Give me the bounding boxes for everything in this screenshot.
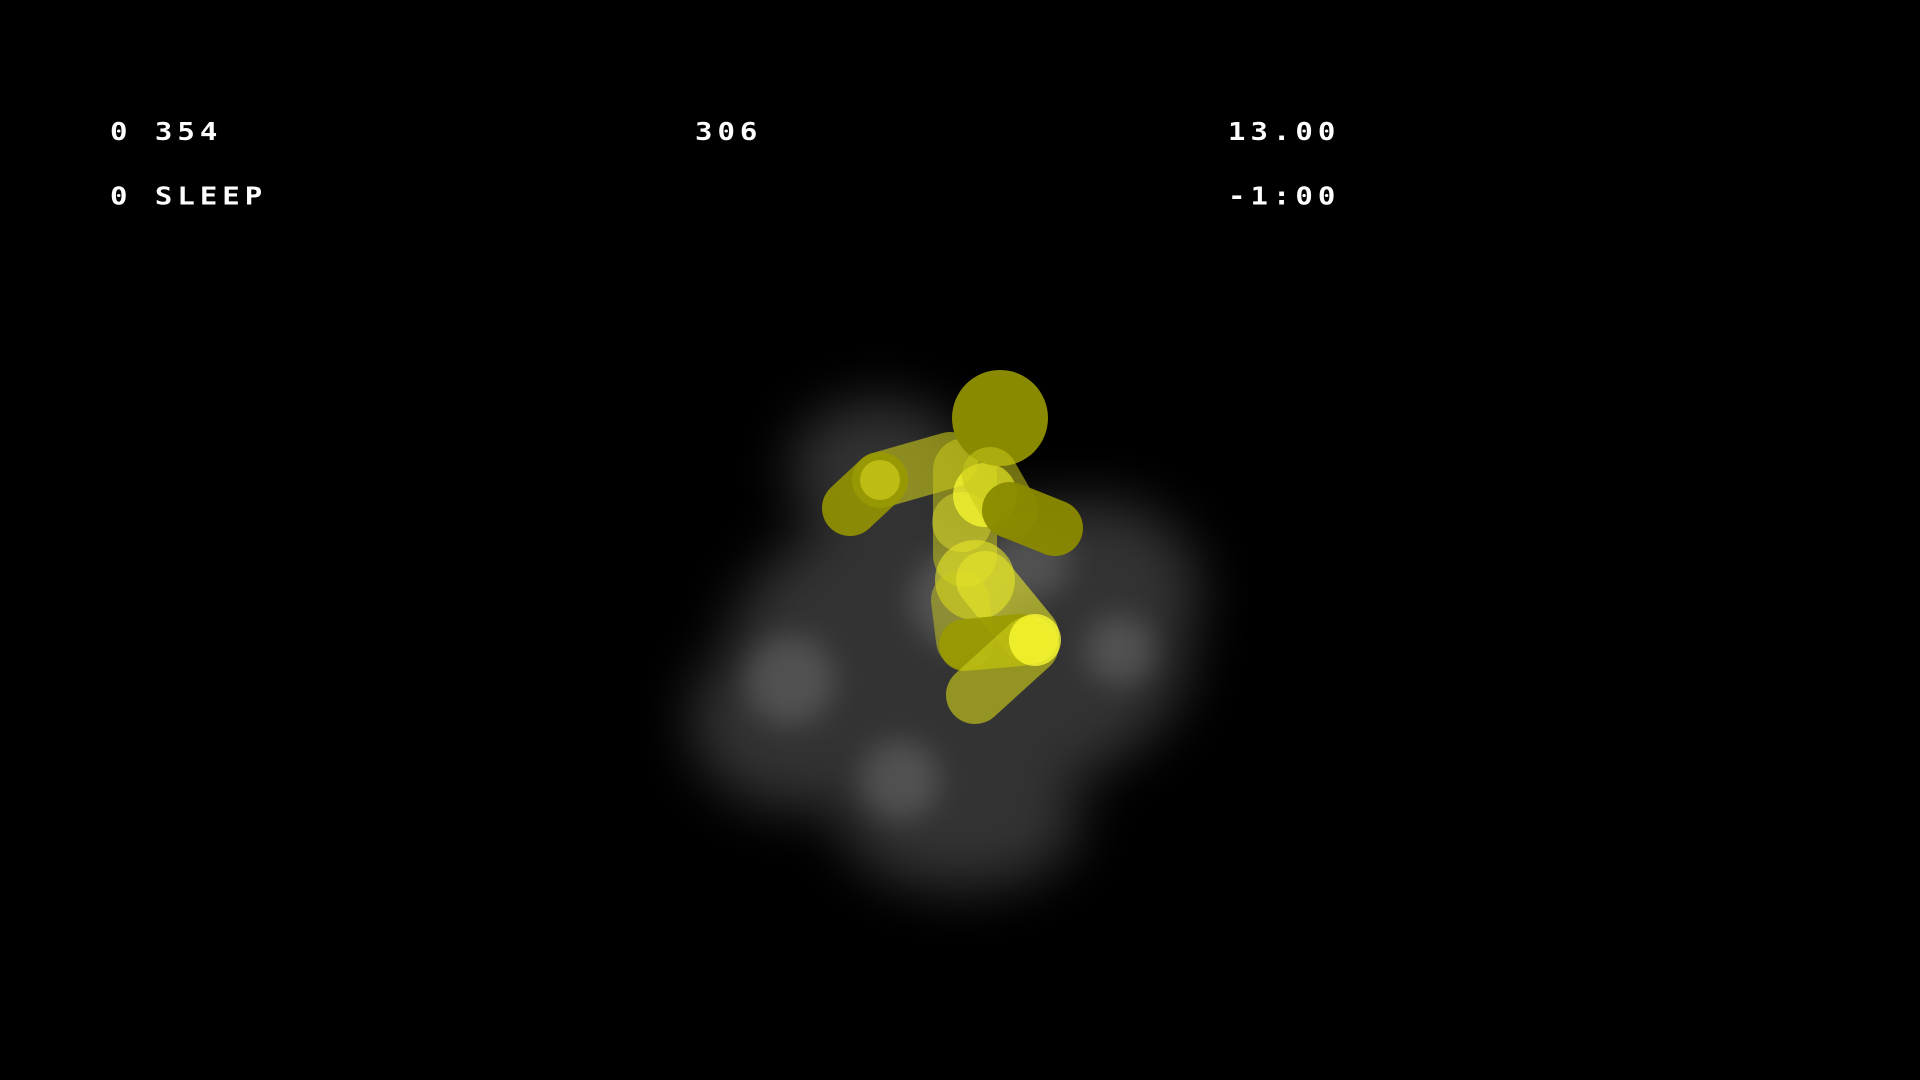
hud-timer-panel: 13.00 -1:00 <box>1228 78 1340 250</box>
hud-timer-line: 13.00 <box>1228 116 1341 146</box>
hud-center-counter: 306 <box>695 78 785 186</box>
figure-right-forearm <box>982 482 1083 556</box>
figure-left-forearm <box>822 452 908 536</box>
hud-center-value: 306 <box>695 116 763 146</box>
hud-score-line: 0 354 <box>110 116 223 146</box>
hud-score-panel: 0 354 0 SLEEP <box>110 78 267 250</box>
ragdoll-figure[interactable] <box>822 370 1083 724</box>
figure-head <box>952 370 1048 466</box>
figure-knee-glow <box>1009 614 1061 666</box>
figure-left-elbow <box>860 460 900 500</box>
hud-state-line: 0 SLEEP <box>110 181 268 211</box>
hud-timer-offset: -1:00 <box>1228 181 1341 211</box>
